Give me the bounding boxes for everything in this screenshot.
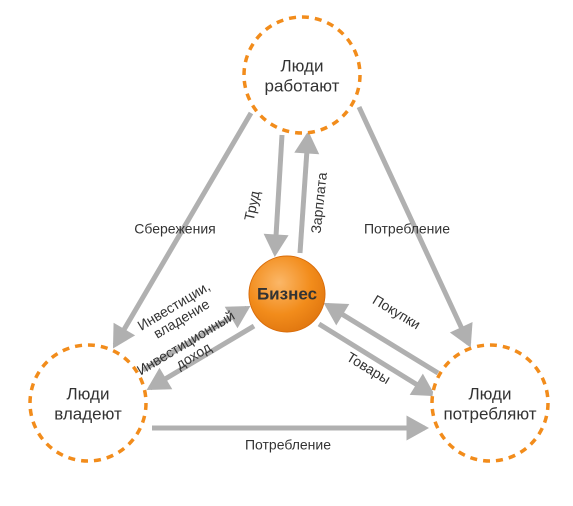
economic-flow-diagram: СбереженияПотреблениеТрудЗарплатаИнвести… [0,0,573,506]
edge-work_to_center [275,135,282,253]
node-work: Люди работают [244,17,360,133]
node-own-label-1: Люди [67,384,110,403]
edge-label-work_to_center: Труд [241,189,263,222]
node-own: Люди владеют [30,345,146,461]
node-own-label-2: владеют [54,404,122,423]
node-consume: Люди потребляют [432,345,548,461]
edge-label-center_to_work: Зарплата [308,171,330,234]
edge-center_to_work [300,135,308,253]
node-center: Бизнес [249,256,325,332]
node-center-label: Бизнес [257,284,317,303]
edge-label-own_to_consume: Потребление [245,437,331,453]
node-consume-label-2: потребляют [443,404,536,423]
edge-label-work_to_consume: Потребление [364,221,450,237]
node-work-label-1: Люди [281,56,324,75]
node-consume-label-1: Люди [469,384,512,403]
edge-label-work_to_own: Сбережения [134,221,215,237]
edge-label-consume_to_center: Покупки [370,291,423,332]
node-work-label-2: работают [265,76,340,95]
